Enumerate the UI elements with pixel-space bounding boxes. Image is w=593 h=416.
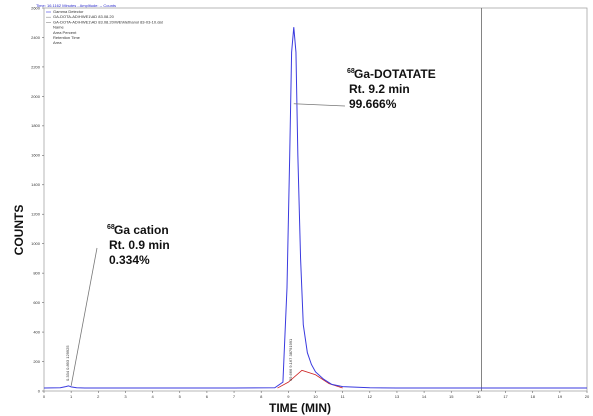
x-tick-label: 17 (503, 394, 508, 399)
x-tick-label: 13 (395, 394, 400, 399)
annotation-superscript: 68 (107, 224, 115, 231)
legend-line: Name (53, 25, 64, 30)
header-title: Time: 16.1162 Minutes - Amplitude: -- Co… (36, 3, 116, 8)
legend-line: Area (53, 40, 62, 45)
x-tick-label: 2 (97, 394, 100, 399)
x-tick-label: 3 (124, 394, 127, 399)
legend-line: Gamma Detector (53, 9, 84, 14)
y-tick-label: 400 (33, 329, 40, 334)
annotation-line: Rt. 9.2 min (349, 82, 410, 96)
peak-label: 99.666 9.167 38791991 (288, 338, 293, 381)
x-tick-label: 6 (206, 394, 209, 399)
x-tick-label: 5 (179, 394, 182, 399)
y-tick-label: 2000 (31, 94, 41, 99)
y-tick-label: 1400 (31, 182, 41, 187)
x-tick-label: 20 (585, 394, 590, 399)
annotation-line: 0.334% (109, 253, 150, 267)
y-tick-label: 2200 (31, 64, 41, 69)
y-tick-label: 200 (33, 359, 40, 364)
y-tick-label: 0 (38, 388, 41, 393)
x-tick-label: 0 (43, 394, 46, 399)
y-tick-label: 800 (33, 271, 40, 276)
x-tick-label: 10 (313, 394, 318, 399)
annotation-line: 99.666% (349, 97, 397, 111)
y-tick-label: 2400 (31, 35, 41, 40)
x-tick-label: 11 (341, 394, 346, 399)
plot-frame (43, 7, 588, 392)
x-tick-label: 7 (233, 394, 236, 399)
leader-line (293, 103, 346, 107)
annotation-superscript: 68 (347, 68, 355, 75)
y-tick-label: 1200 (31, 212, 41, 217)
legend-line: Retention Time (53, 35, 81, 40)
leader-line (70, 247, 98, 386)
x-tick-label: 19 (558, 394, 563, 399)
y-tick-label: 2600 (31, 5, 41, 10)
legend-line: Area Percent (53, 30, 77, 35)
x-tick-label: 1 (70, 394, 73, 399)
annotation-line: Ga-DOTATATE (354, 67, 436, 81)
x-tick-label: 16 (476, 394, 481, 399)
x-tick-label: 12 (368, 394, 373, 399)
x-tick-label: 9 (287, 394, 290, 399)
x-tick-label: 4 (151, 394, 154, 399)
x-tick-label: 18 (530, 394, 535, 399)
x-tick-label: 14 (422, 394, 427, 399)
series-line (43, 27, 587, 389)
legend-line: GA-DOTA-AD\HWE1\AD 83.08.20 (53, 14, 115, 19)
y-tick-label: 1800 (31, 123, 41, 128)
legend-line: GA-DOTA-AD\HWE1\AD 83.08.20\WE\Methanol … (53, 19, 164, 24)
y-tick-label: 600 (33, 300, 40, 305)
y-tick-label: 1600 (31, 153, 41, 158)
annotation-line: Rt. 0.9 min (109, 238, 170, 252)
peak-labels: 0.334 0.893 129925 99.666 9.167 38791991 (65, 338, 293, 381)
y-axis: 0 200 400 600 800 1000 1200 1400 1600 1800 2000 220… (31, 5, 44, 393)
x-tick-label: 15 (449, 394, 454, 399)
x-tick-label: 8 (260, 394, 263, 399)
x-axis-label: TIME (MIN) (269, 401, 331, 415)
y-tick-label: 1000 (31, 241, 41, 246)
y-axis-label: COUNTS (12, 205, 26, 256)
annotation-line: Ga cation (114, 223, 169, 237)
x-axis: 0 1 2 3 4 5 6 7 8 9 10 11 12 13 14 15 16 17 18 19 20 (43, 391, 590, 399)
peak-label: 0.334 0.893 129925 (65, 345, 70, 381)
